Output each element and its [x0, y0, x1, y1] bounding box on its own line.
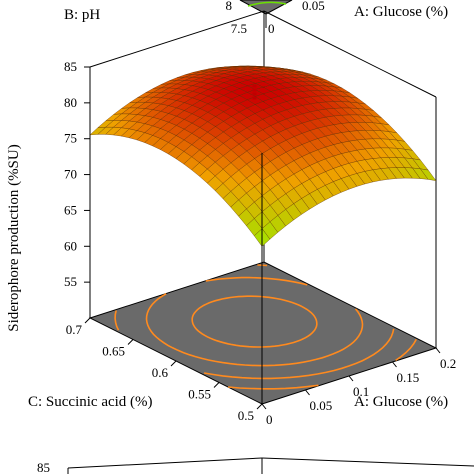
design-point: [252, 92, 257, 96]
x-tick-label: 0.2: [440, 356, 456, 371]
x-tick-label: 0.1: [353, 384, 369, 399]
design-points: [252, 84, 257, 100]
contour-lines: [114, 264, 417, 390]
back-top-edge: [263, 10, 437, 98]
contour-line: [145, 276, 364, 367]
x-tick-mark: [305, 389, 310, 396]
bottom-panel-axis: [261, 457, 474, 467]
y-tick-label: 0.55: [188, 387, 211, 402]
contour-line: [228, 338, 417, 390]
y-tick-label: 0.65: [102, 344, 125, 359]
y-tick-label: 0.5: [238, 408, 254, 423]
top-partial-panel: B: pH A: Glucose (%) 8 7.5 0.05 0: [64, 0, 448, 36]
contour-floor: [88, 261, 438, 405]
y-tick-mark: [84, 317, 91, 324]
bottom-panel-axis: [67, 457, 263, 469]
y-tick-label: 0.7: [66, 322, 83, 337]
z-axis-title: Siderophore production (%SU): [6, 144, 22, 331]
x-axis-ticks: 0.2 0.15 0.1 0.05 0: [261, 347, 456, 427]
back-top-edge: [89, 10, 265, 68]
response-surface: [89, 65, 437, 247]
top-y-axis-title: B: pH: [64, 7, 100, 23]
top-z-tick: 0: [268, 21, 275, 36]
z-axis-ticks: 85 80 75 70 65 60 55: [64, 59, 90, 289]
x-tick-label: 0.05: [310, 398, 333, 413]
z-tick-label: 75: [64, 131, 77, 146]
bottom-partial-panel: 85: [37, 457, 474, 474]
z-tick-label: 70: [64, 167, 77, 182]
top-y-tick: 7.5: [231, 21, 247, 36]
x-tick-mark: [435, 347, 441, 354]
x-tick-mark: [392, 361, 397, 368]
y-tick-mark: [256, 403, 263, 410]
z-tick-label: 60: [64, 238, 77, 253]
x-axis-title: A: Glucose (%): [354, 394, 448, 410]
bottom-z-tick: 85: [37, 460, 50, 474]
contour-line: [191, 295, 318, 348]
y-tick-label: 0.6: [152, 365, 169, 380]
top-y-tick: 8: [226, 0, 233, 13]
x-tick-mark: [348, 375, 354, 382]
x-tick-label: 0: [266, 412, 273, 427]
x-tick-mark: [261, 403, 267, 410]
top-x-axis-title: A: Glucose (%): [354, 4, 448, 20]
y-tick-mark: [213, 382, 220, 388]
design-point: [252, 96, 257, 100]
top-x-tick: 0.05: [302, 0, 325, 13]
y-tick-mark: [127, 339, 134, 345]
z-tick-label: 55: [64, 274, 77, 289]
z-tick-label: 80: [64, 95, 77, 110]
x-tick-label: 0.15: [397, 370, 420, 385]
z-tick-label: 85: [64, 59, 77, 74]
z-tick-label: 65: [64, 202, 77, 217]
y-axis-title: C: Succinic acid (%): [28, 394, 153, 410]
design-point: [252, 84, 257, 88]
top-panel-contour: [247, 1, 287, 7]
y-tick-mark: [170, 360, 177, 367]
design-point: [252, 88, 257, 92]
y-axis-ticks: 0.7 0.65 0.6 0.55 0.5: [66, 317, 263, 423]
